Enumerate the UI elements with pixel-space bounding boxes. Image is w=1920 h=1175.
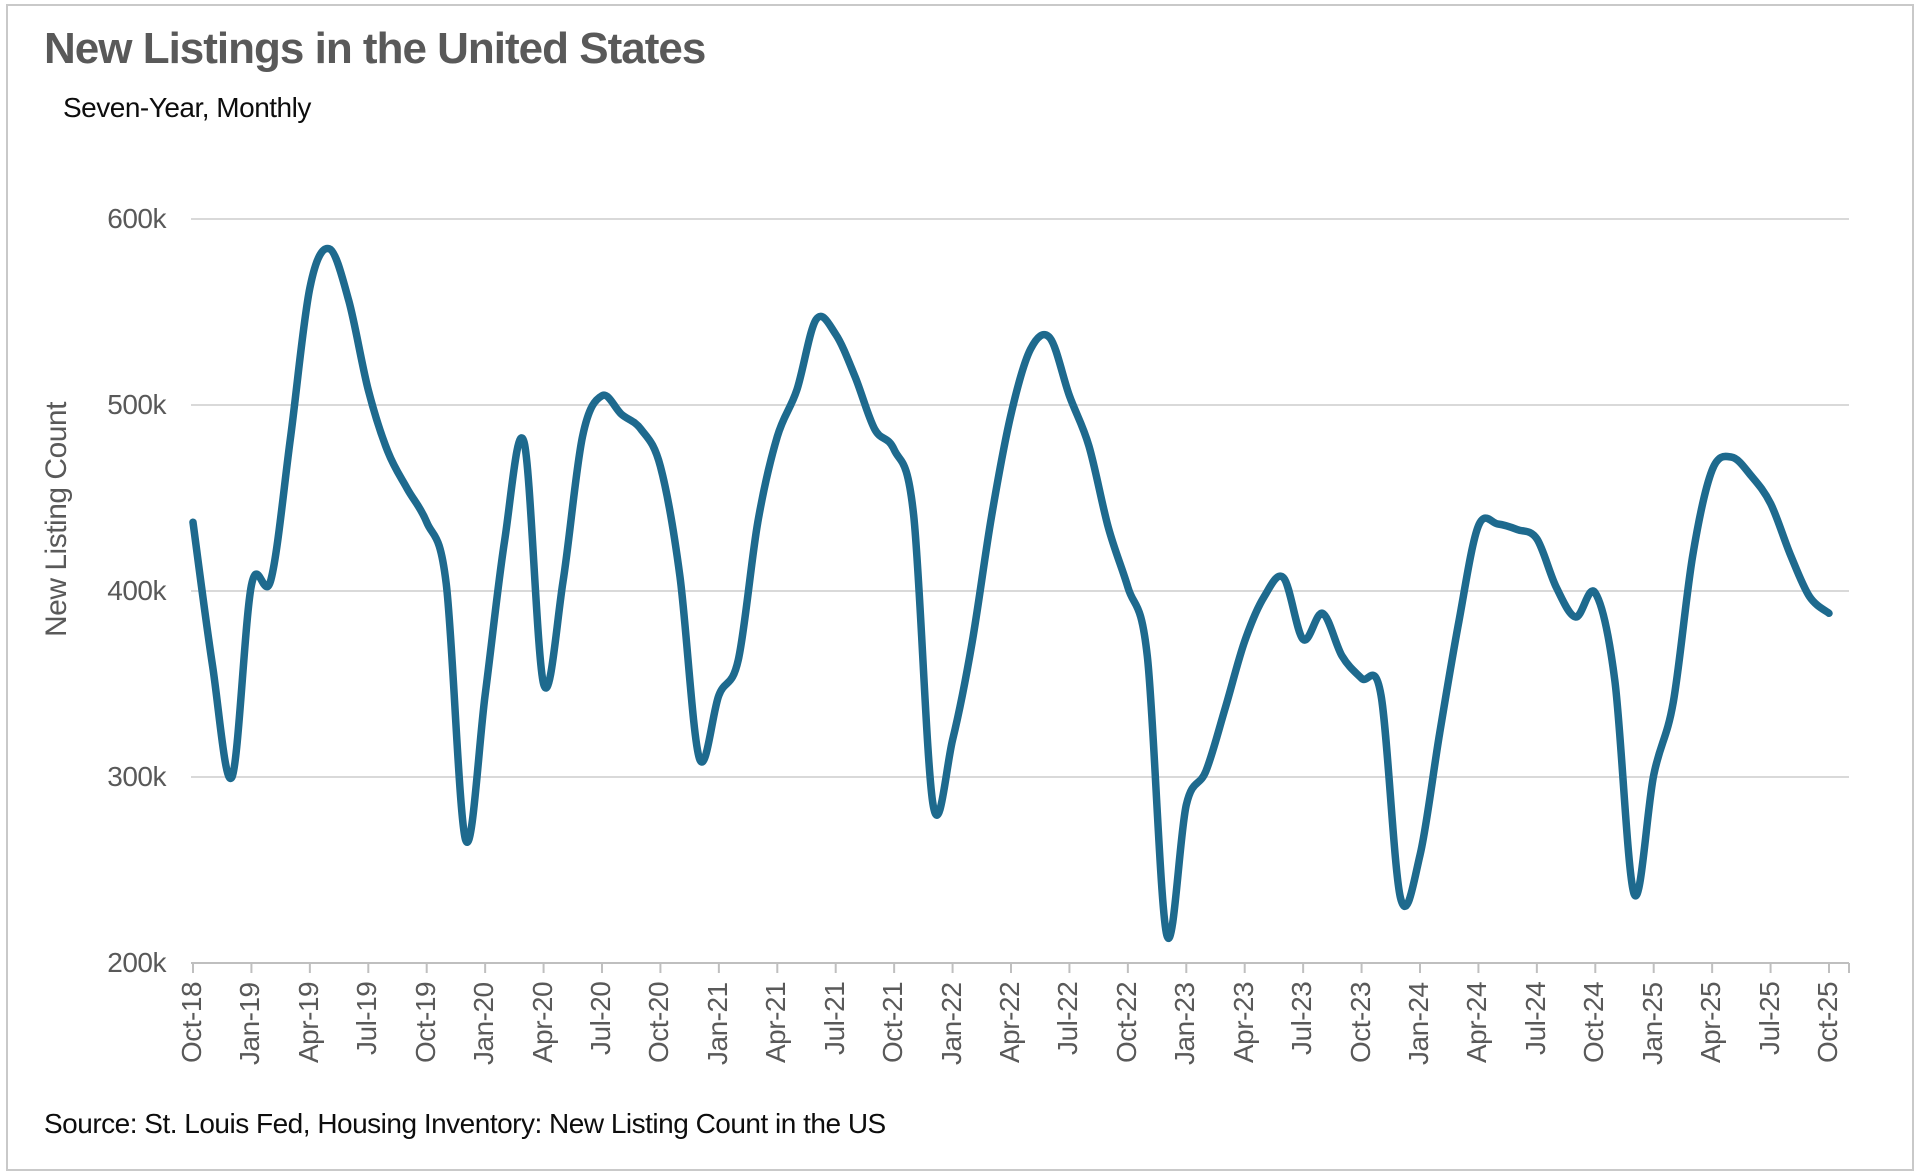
- x-tick-label: Apr-21: [760, 982, 792, 1064]
- x-tick-label: Jan-25: [1636, 982, 1668, 1065]
- x-tick-label: Oct-18: [176, 982, 207, 1064]
- chart-subtitle: Seven-Year, Monthly: [63, 92, 311, 123]
- y-tick-label: 200k: [107, 947, 166, 978]
- chart-title: New Listings in the United States: [44, 24, 706, 73]
- x-tick-label: Jul-20: [585, 982, 616, 1056]
- x-tick-label: Oct-21: [877, 982, 909, 1064]
- x-tick-label: Jul-25: [1753, 982, 1785, 1056]
- y-tick-label: 600k: [107, 203, 166, 234]
- x-tick-label: Apr-22: [994, 982, 1025, 1064]
- x-tick-label: Jan-24: [1403, 982, 1434, 1065]
- x-tick-label: Oct-25: [1812, 982, 1843, 1064]
- x-tick-label: Jul-23: [1286, 982, 1318, 1056]
- x-tick-label: Oct-20: [643, 982, 675, 1064]
- x-tick-label: Apr-24: [1461, 982, 1493, 1064]
- source-note: Source: St. Louis Fed, Housing Inventory…: [44, 1108, 886, 1139]
- x-tick-label: Jul-24: [1519, 982, 1551, 1056]
- x-tick-label: Jan-22: [935, 982, 967, 1065]
- x-tick-label: Apr-20: [526, 982, 558, 1064]
- x-tick-label: Apr-23: [1227, 982, 1259, 1064]
- x-tick-label: Jul-22: [1052, 982, 1084, 1056]
- x-tick-label: Apr-19: [292, 982, 324, 1064]
- x-tick-label: Jul-21: [818, 982, 850, 1056]
- x-tick-label: Oct-23: [1344, 982, 1376, 1064]
- x-tick-label: Oct-22: [1110, 982, 1142, 1064]
- y-tick-label: 300k: [107, 761, 166, 792]
- x-tick-label: Apr-25: [1695, 982, 1727, 1064]
- x-tick-label: Jan-20: [468, 982, 500, 1065]
- y-tick-label: 500k: [107, 389, 166, 420]
- y-tick-label: 400k: [107, 575, 166, 606]
- x-tick-label: Jan-21: [701, 982, 733, 1065]
- x-tick-label: Jan-19: [234, 982, 266, 1065]
- x-tick-label: Oct-24: [1578, 982, 1610, 1064]
- new-listings-data-line: [189, 244, 1833, 942]
- x-tick-label: Oct-19: [409, 982, 441, 1064]
- x-tick-label: Jan-23: [1169, 982, 1201, 1065]
- x-tick-label: Jul-19: [351, 982, 383, 1056]
